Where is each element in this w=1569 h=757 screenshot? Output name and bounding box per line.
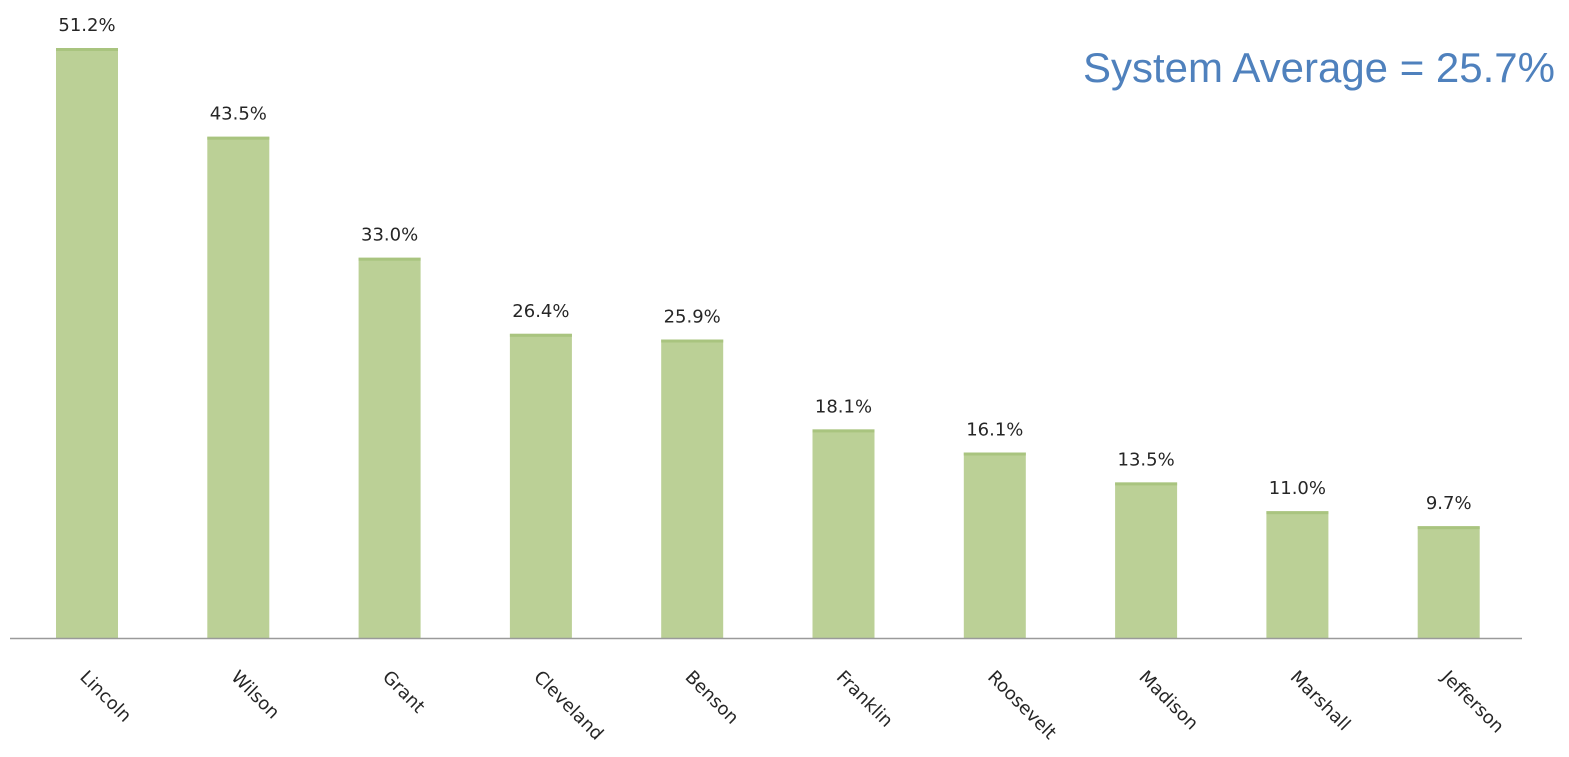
- value-label: 16.1%: [966, 420, 1023, 441]
- category-label: Lincoln: [75, 667, 135, 727]
- bars-group: [56, 48, 1480, 638]
- bar-top-edge: [509, 333, 572, 337]
- bar-jefferson: [1417, 526, 1480, 638]
- bar-benson: [661, 339, 724, 638]
- value-labels-group: 51.2% 43.5% 33.0% 26.4% 25.9% 18.1% 16.1% 13.5%…: [58, 15, 1471, 514]
- bar-top-edge: [1115, 482, 1178, 486]
- value-label: 13.5%: [1118, 449, 1175, 470]
- bar-grant: [358, 257, 421, 638]
- value-label: 18.1%: [815, 396, 872, 417]
- system-average-annotation: System Average = 25.7%: [1082, 44, 1555, 91]
- category-label: Benson: [681, 667, 743, 729]
- category-label: Jefferson: [1436, 666, 1507, 737]
- bar-roosevelt: [963, 452, 1026, 638]
- bar-top-edge: [56, 48, 118, 51]
- value-label: 9.7%: [1426, 493, 1472, 514]
- value-label: 11.0%: [1269, 478, 1326, 499]
- bar-top-edge: [207, 136, 270, 140]
- bar-cleveland: [509, 333, 572, 638]
- bar-top-edge: [963, 452, 1026, 456]
- value-label: 25.9%: [664, 307, 721, 328]
- bar-top-edge: [1417, 526, 1480, 530]
- bar-top-edge: [1266, 511, 1329, 515]
- category-label: Marshall: [1286, 667, 1354, 735]
- category-label: Cleveland: [529, 667, 607, 745]
- bar-marshall: [1266, 511, 1329, 638]
- category-label: Wilson: [227, 667, 284, 724]
- bar-franklin: [812, 429, 875, 638]
- value-label: 26.4%: [512, 301, 569, 322]
- value-label: 51.2%: [58, 15, 115, 36]
- value-label: 33.0%: [361, 225, 418, 246]
- bar-wilson: [207, 136, 270, 638]
- category-label: Madison: [1135, 667, 1203, 735]
- category-label: Grant: [378, 667, 429, 718]
- category-labels-group: Lincoln Wilson Grant Cleveland Benson Frankli…: [75, 666, 1507, 745]
- bar-top-edge: [661, 339, 724, 343]
- bar-madison: [1115, 482, 1178, 638]
- category-label: Franklin: [832, 667, 897, 732]
- value-label: 43.5%: [210, 104, 267, 125]
- bar-top-edge: [812, 429, 875, 433]
- bar-top-edge: [358, 257, 421, 261]
- category-label: Roosevelt: [983, 667, 1060, 744]
- bar-lincoln: [56, 48, 118, 638]
